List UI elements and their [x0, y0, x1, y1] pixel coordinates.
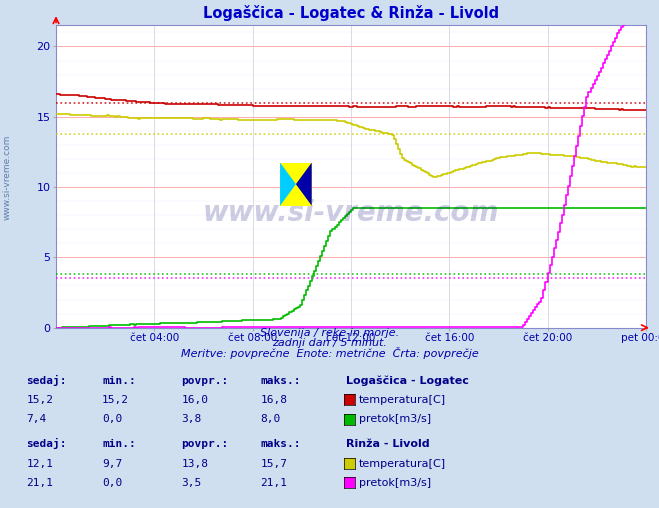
Text: 12,1: 12,1	[26, 459, 53, 468]
Text: pretok[m3/s]: pretok[m3/s]	[359, 414, 431, 424]
Text: www.si-vreme.com: www.si-vreme.com	[203, 199, 499, 227]
Text: 16,8: 16,8	[260, 395, 287, 405]
Text: 21,1: 21,1	[26, 478, 53, 488]
Text: 3,8: 3,8	[181, 414, 202, 424]
Text: 16,0: 16,0	[181, 395, 208, 405]
Text: zadnji dan / 5 minut.: zadnji dan / 5 minut.	[272, 338, 387, 348]
Text: Slovenija / reke in morje.: Slovenija / reke in morje.	[260, 328, 399, 338]
Text: 13,8: 13,8	[181, 459, 208, 468]
Text: temperatura[C]: temperatura[C]	[359, 395, 446, 405]
Text: 7,4: 7,4	[26, 414, 47, 424]
Text: 8,0: 8,0	[260, 414, 281, 424]
Text: www.si-vreme.com: www.si-vreme.com	[3, 135, 12, 220]
Text: 15,2: 15,2	[102, 395, 129, 405]
Text: 0,0: 0,0	[102, 414, 123, 424]
Text: 9,7: 9,7	[102, 459, 123, 468]
Text: povpr.:: povpr.:	[181, 375, 229, 386]
Text: 15,2: 15,2	[26, 395, 53, 405]
Text: Meritve: povprečne  Enote: metrične  Črta: povprečje: Meritve: povprečne Enote: metrične Črta:…	[181, 347, 478, 359]
Text: pretok[m3/s]: pretok[m3/s]	[359, 478, 431, 488]
Polygon shape	[296, 163, 312, 206]
Text: 3,5: 3,5	[181, 478, 202, 488]
Text: sedaj:: sedaj:	[26, 438, 67, 449]
Text: temperatura[C]: temperatura[C]	[359, 459, 446, 468]
Title: Logaščica - Logatec & Rinža - Livold: Logaščica - Logatec & Rinža - Livold	[203, 6, 499, 21]
Text: min.:: min.:	[102, 439, 136, 449]
Text: 15,7: 15,7	[260, 459, 287, 468]
Text: 0,0: 0,0	[102, 478, 123, 488]
Text: min.:: min.:	[102, 375, 136, 386]
Text: Rinža - Livold: Rinža - Livold	[346, 439, 430, 449]
Text: sedaj:: sedaj:	[26, 374, 67, 386]
Text: maks.:: maks.:	[260, 439, 301, 449]
Text: Logaščica - Logatec: Logaščica - Logatec	[346, 375, 469, 386]
Text: maks.:: maks.:	[260, 375, 301, 386]
Text: povpr.:: povpr.:	[181, 439, 229, 449]
Polygon shape	[280, 163, 296, 206]
Text: 21,1: 21,1	[260, 478, 287, 488]
